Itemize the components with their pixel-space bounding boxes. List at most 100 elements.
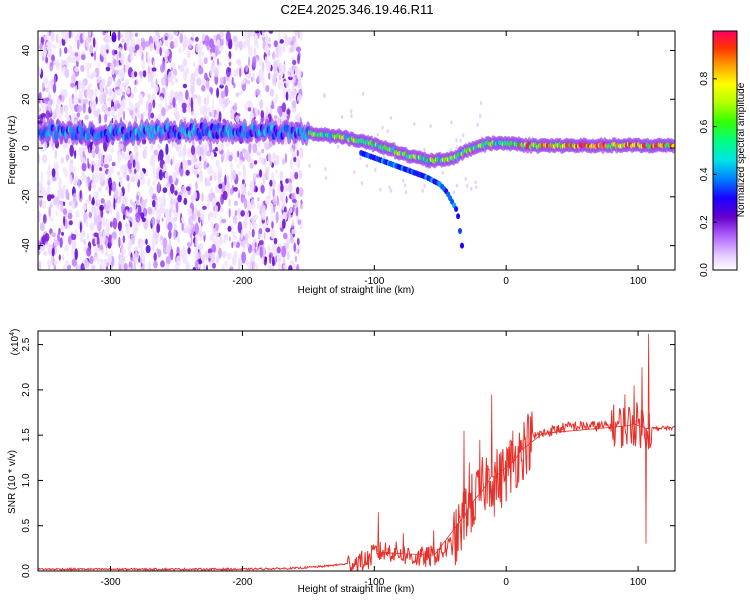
noise-speckle [154, 84, 159, 93]
noise-speckle [97, 254, 100, 266]
noise-speckle [71, 237, 77, 250]
noise-speckle [48, 42, 53, 47]
noise-speckle [145, 245, 151, 254]
noise-speckle [178, 166, 182, 174]
noise-speckle [324, 175, 328, 180]
noise-speckle [99, 81, 104, 94]
noise-speckle [221, 264, 225, 270]
noise-speckle [106, 81, 111, 87]
noise-speckle [294, 171, 299, 180]
noise-speckle [169, 208, 172, 219]
spectrogram-marks [38, 31, 675, 270]
noise-speckle [270, 160, 273, 167]
noise-speckle [265, 141, 269, 151]
noise-speckle [285, 178, 289, 184]
noise-speckle [152, 72, 156, 78]
noise-speckle [478, 114, 482, 119]
noise-speckle [170, 248, 174, 261]
noise-speckle [179, 33, 184, 44]
noise-speckle [277, 185, 281, 194]
noise-speckle [42, 213, 47, 224]
noise-speckle [162, 237, 168, 248]
noise-speckle [99, 263, 102, 270]
noise-speckle [297, 219, 301, 226]
noise-speckle [174, 208, 177, 217]
noise-speckle [250, 198, 256, 210]
noise-speckle [298, 170, 303, 180]
noise-speckle [206, 116, 210, 121]
noise-speckle [48, 206, 51, 218]
noise-speckle [61, 31, 66, 40]
noise-speckle [252, 221, 257, 230]
noise-speckle [145, 40, 150, 48]
noise-speckle [185, 169, 190, 176]
noise-speckle [129, 102, 134, 111]
noise-speckle [215, 159, 220, 168]
noise-speckle [104, 202, 106, 210]
noise-speckle [189, 232, 193, 239]
noise-speckle [150, 112, 155, 119]
noise-speckle [134, 71, 138, 78]
noise-speckle [272, 76, 277, 87]
noise-speckle [99, 167, 103, 172]
noise-speckle [281, 158, 286, 166]
noise-speckle [404, 190, 408, 195]
noise-speckle [49, 202, 53, 209]
noise-speckle [169, 41, 175, 49]
noise-speckle [181, 185, 186, 194]
noise-speckle [271, 256, 275, 267]
noise-speckle [403, 183, 407, 188]
noise-speckle [244, 104, 248, 110]
noise-speckle [235, 92, 239, 98]
noise-speckle [91, 52, 94, 57]
noise-speckle [131, 201, 137, 207]
noise-speckle [201, 77, 206, 86]
noise-speckle [135, 215, 141, 223]
noise-speckle [450, 120, 453, 125]
noise-speckle [232, 255, 237, 266]
noise-speckle [194, 206, 198, 218]
noise-speckle [237, 188, 240, 194]
noise-speckle [211, 201, 215, 207]
noise-speckle [40, 52, 44, 57]
noise-speckle [244, 198, 248, 210]
noise-speckle [160, 64, 165, 73]
noise-speckle [152, 99, 156, 109]
noise-speckle [282, 218, 286, 229]
noise-speckle [85, 199, 90, 205]
noise-speckle [291, 56, 295, 61]
noise-speckle [233, 69, 238, 77]
noise-speckle [58, 39, 61, 49]
noise-speckle [267, 152, 272, 163]
noise-speckle [153, 252, 157, 262]
noise-speckle [134, 32, 138, 37]
noise-speckle [201, 50, 204, 57]
noise-speckle [63, 89, 68, 98]
noise-speckle [207, 93, 210, 104]
noise-speckle [123, 84, 127, 92]
noise-speckle [89, 44, 94, 56]
noise-speckle [157, 113, 162, 121]
noise-speckle [290, 231, 293, 241]
snr-ylabel: SNR (10 * v/v) [7, 450, 18, 514]
noise-speckle [199, 105, 203, 115]
noise-speckle [291, 91, 295, 99]
noise-speckle [254, 38, 258, 43]
noise-speckle [290, 158, 293, 170]
noise-speckle [248, 56, 251, 67]
noise-speckle [57, 177, 62, 189]
noise-speckle [359, 156, 362, 161]
noise-speckle [38, 260, 42, 270]
noise-speckle [81, 54, 86, 61]
noise-speckle [105, 217, 110, 229]
noise-speckle [172, 156, 175, 165]
noise-speckle [245, 73, 249, 78]
noise-speckle [47, 244, 52, 250]
noise-speckle [216, 87, 220, 99]
noise-speckle [64, 60, 68, 66]
noise-speckle [59, 201, 64, 213]
noise-speckle [228, 61, 232, 66]
noise-speckle [171, 61, 176, 69]
noise-speckle [238, 90, 244, 96]
noise-speckle [160, 260, 165, 268]
